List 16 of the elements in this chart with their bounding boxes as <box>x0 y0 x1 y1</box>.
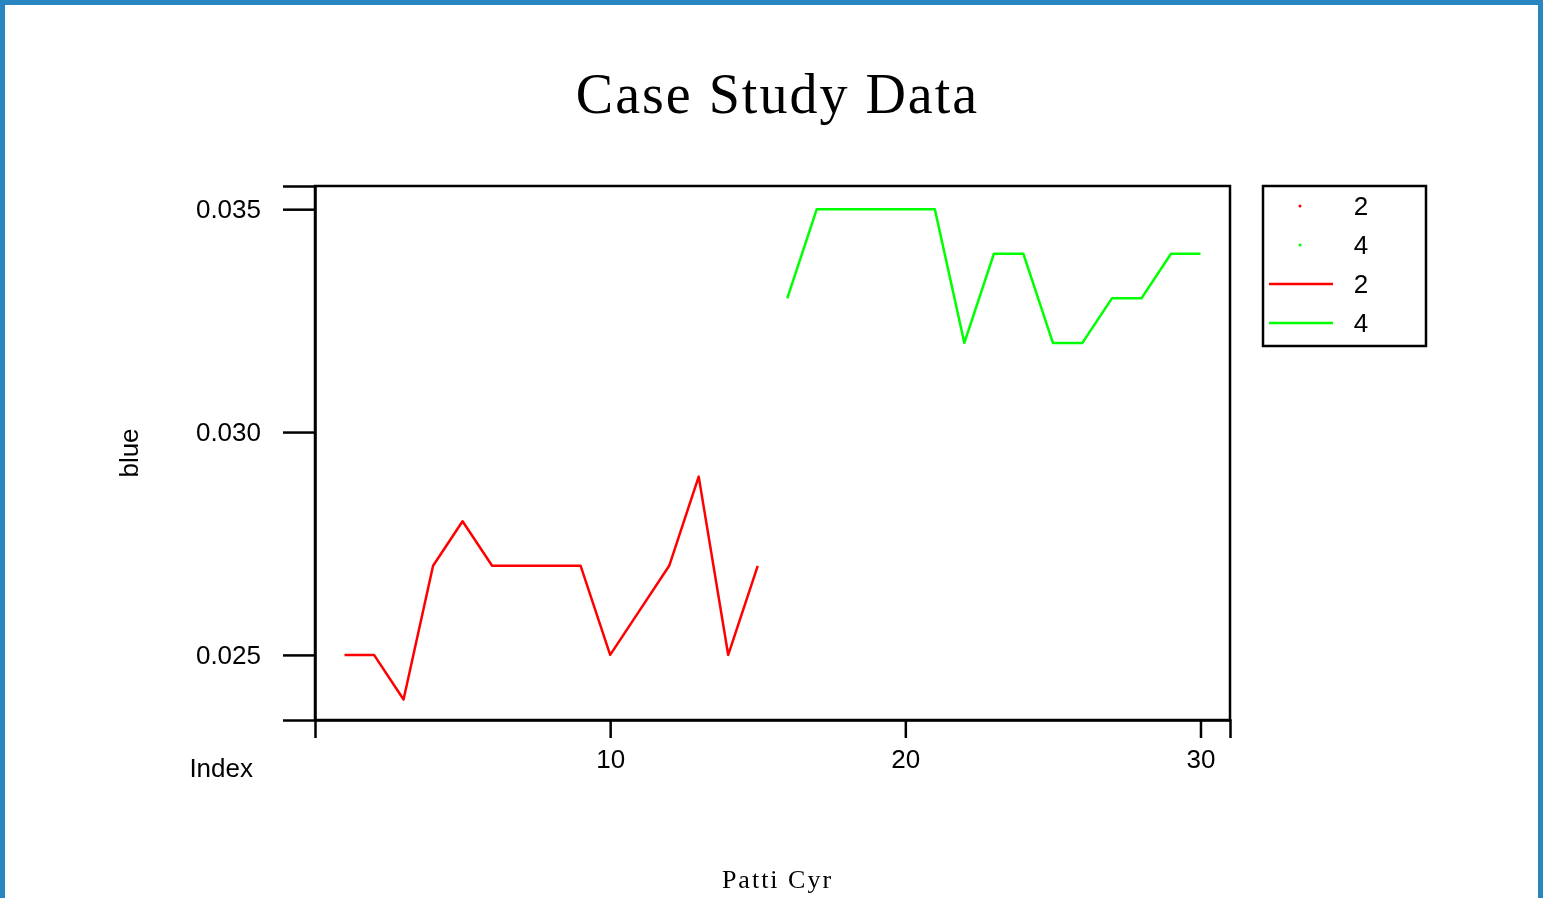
text: Patti Cyr <box>721 865 834 894</box>
y-tick-label: 0.025 <box>195 639 261 670</box>
chart-title: Case Study Data <box>575 63 980 125</box>
y-tick-label: 0.030 <box>195 416 261 447</box>
y-tick-label: 0.035 <box>195 194 261 224</box>
x-axis-title: Index <box>189 753 253 783</box>
line-series <box>786 207 1202 345</box>
x-tick-label: 10 <box>596 744 626 775</box>
line-series <box>343 475 759 701</box>
x-tick-label: 20 <box>891 744 921 775</box>
text: 4 <box>1353 230 1369 260</box>
text: 2 <box>1353 191 1369 221</box>
legend-label: 2 <box>1353 269 1369 299</box>
x-tick-label: 30 <box>1186 744 1216 775</box>
y-axis-title: blue <box>114 428 144 478</box>
legend-label: 4 <box>1353 308 1369 338</box>
